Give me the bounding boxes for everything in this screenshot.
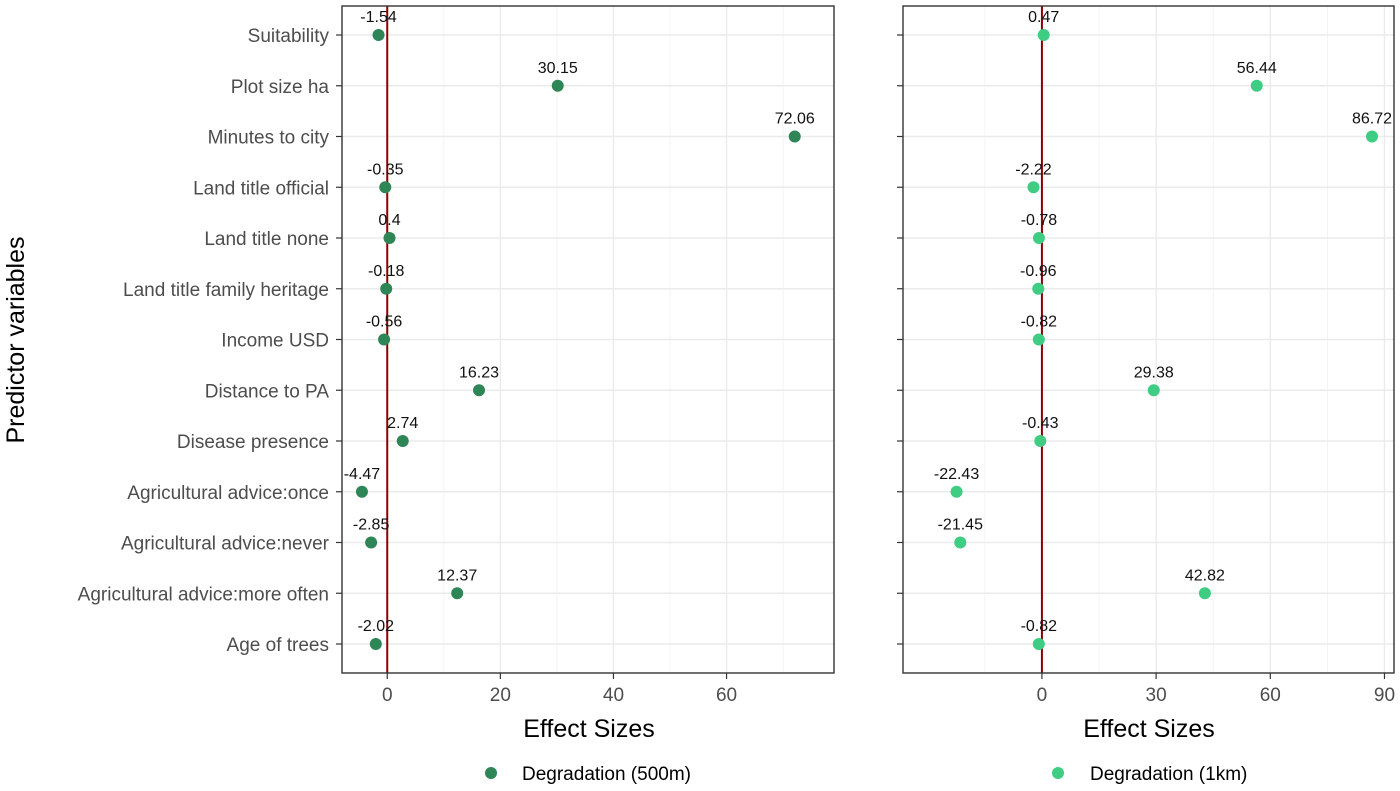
data-label: -22.43 bbox=[934, 466, 979, 483]
data-label: -0.96 bbox=[1020, 263, 1057, 280]
data-point bbox=[950, 485, 963, 498]
y-category-label: Agricultural advice:never bbox=[121, 534, 330, 555]
data-label: 72.06 bbox=[775, 111, 815, 128]
x-axis-title-left: Effect Sizes bbox=[523, 715, 655, 743]
data-label: -2.02 bbox=[358, 618, 395, 635]
data-label: 0.4 bbox=[378, 212, 400, 229]
data-label: -0.43 bbox=[1022, 415, 1059, 432]
y-category-label: Minutes to city bbox=[208, 128, 330, 149]
x-tick-label: 60 bbox=[1260, 685, 1281, 706]
legend-label-1km: Degradation (1km) bbox=[1090, 764, 1247, 785]
data-point bbox=[788, 130, 801, 143]
data-point bbox=[1027, 181, 1040, 194]
y-category-label: Land title official bbox=[193, 178, 329, 199]
data-label: 56.44 bbox=[1237, 60, 1277, 77]
data-label: 42.82 bbox=[1185, 567, 1225, 584]
data-label: -0.35 bbox=[367, 161, 404, 178]
points-layer bbox=[355, 29, 1379, 650]
data-point bbox=[551, 79, 564, 92]
data-label: -1.54 bbox=[360, 9, 397, 26]
data-label: -21.45 bbox=[938, 517, 983, 534]
data-label: -0.78 bbox=[1021, 212, 1058, 229]
x-tick-label: 60 bbox=[716, 685, 737, 706]
data-labels-layer: -1.54 30.15 72.06 -0.35 0.4 -0.18 -0.56 16.23 2.… bbox=[344, 9, 1392, 635]
data-label: 0.47 bbox=[1028, 9, 1059, 26]
data-label: 29.38 bbox=[1134, 364, 1174, 381]
axes-layer: 0 20 40 60 0 30 60 90 Suitability Plot size ha Min… bbox=[78, 26, 1395, 706]
data-point bbox=[451, 587, 464, 600]
y-category-label: Income USD bbox=[221, 331, 329, 352]
y-category-label: Agricultural advice:more often bbox=[78, 584, 329, 605]
data-label: -2.85 bbox=[353, 517, 390, 534]
y-axis-title: Predictor variables bbox=[2, 236, 30, 443]
data-point bbox=[396, 435, 409, 447]
y-category-label: Age of trees bbox=[227, 635, 329, 656]
x-tick-label: 40 bbox=[603, 685, 624, 706]
data-point bbox=[1366, 130, 1379, 143]
x-tick-label: 0 bbox=[382, 685, 393, 706]
data-label: 86.72 bbox=[1352, 111, 1392, 128]
data-label: 16.23 bbox=[459, 364, 499, 381]
x-tick-label: 0 bbox=[1037, 685, 1048, 706]
data-point bbox=[378, 333, 391, 346]
legend-left: Degradation (500m) bbox=[485, 764, 691, 785]
legend-marker-500m bbox=[485, 767, 497, 779]
data-point bbox=[473, 384, 486, 397]
data-point bbox=[379, 181, 392, 194]
data-point bbox=[1032, 638, 1045, 650]
legend-marker-1km bbox=[1052, 767, 1064, 779]
data-point bbox=[1032, 232, 1045, 244]
x-tick-label: 20 bbox=[490, 685, 511, 706]
data-point bbox=[954, 536, 967, 549]
data-point bbox=[372, 29, 385, 41]
data-label: -0.82 bbox=[1021, 618, 1058, 635]
y-category-label: Land title family heritage bbox=[123, 280, 329, 301]
legend-right: Degradation (1km) bbox=[1052, 764, 1247, 785]
data-point bbox=[369, 638, 382, 650]
y-category-label: Agricultural advice:once bbox=[127, 483, 329, 504]
data-label: -4.47 bbox=[344, 466, 381, 483]
y-category-label: Plot size ha bbox=[231, 77, 330, 98]
y-category-label: Distance to PA bbox=[205, 381, 330, 402]
data-point bbox=[383, 232, 396, 244]
data-point bbox=[1250, 79, 1263, 92]
data-point bbox=[355, 485, 368, 498]
legend-label-500m: Degradation (500m) bbox=[522, 764, 691, 785]
data-point bbox=[1198, 587, 1211, 600]
x-tick-label: 30 bbox=[1146, 685, 1167, 706]
x-axis-title-right: Effect Sizes bbox=[1083, 715, 1215, 743]
y-category-label: Disease presence bbox=[177, 432, 329, 453]
y-category-label: Suitability bbox=[248, 26, 330, 47]
data-label: -2.22 bbox=[1015, 161, 1052, 178]
data-label: -0.56 bbox=[366, 314, 403, 331]
data-point bbox=[1147, 384, 1160, 397]
y-category-label: Land title none bbox=[204, 229, 329, 250]
data-label: -0.18 bbox=[368, 263, 405, 280]
data-point bbox=[380, 282, 393, 295]
data-label: -0.82 bbox=[1021, 314, 1058, 331]
data-label: 30.15 bbox=[538, 60, 578, 77]
grid-layer bbox=[342, 6, 1394, 673]
x-tick-label: 90 bbox=[1374, 685, 1395, 706]
data-point bbox=[1032, 333, 1045, 346]
data-point bbox=[1037, 29, 1050, 41]
data-label: 12.37 bbox=[437, 567, 477, 584]
data-point bbox=[1032, 282, 1045, 295]
data-point bbox=[365, 536, 378, 549]
data-point bbox=[1034, 435, 1047, 447]
data-label: 2.74 bbox=[387, 415, 418, 432]
